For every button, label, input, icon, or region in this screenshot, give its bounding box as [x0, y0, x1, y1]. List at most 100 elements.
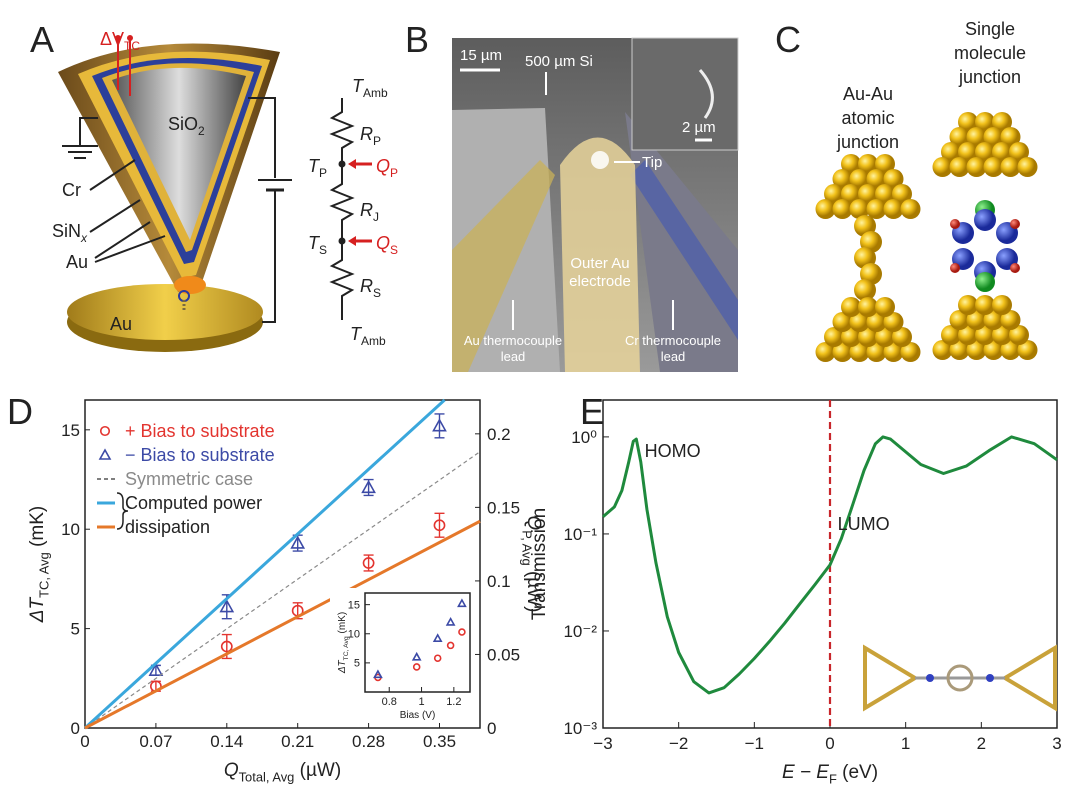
pointer: [95, 236, 165, 262]
label-base: R: [360, 124, 373, 144]
label-base: ΔT: [337, 659, 348, 674]
dv-label: ΔVTC: [100, 29, 140, 53]
pointer: [90, 200, 140, 232]
y2-tick-label: 0.15: [487, 498, 520, 517]
label-line: atomic: [841, 108, 894, 128]
x-tick-label: 1: [901, 734, 910, 753]
x-tick-label: 1: [418, 696, 424, 708]
inset-atom: [926, 674, 934, 682]
tip-label: Tip: [642, 154, 662, 171]
legend-swatch: [100, 450, 110, 459]
scale-label: 15 µm: [460, 47, 502, 64]
y-tick-label: 5: [71, 620, 80, 639]
x-tick-label: 0.21: [281, 732, 314, 751]
label-base: Q: [224, 760, 239, 781]
scale-label: 2 µm: [682, 119, 716, 136]
axis-label: Transmission: [529, 508, 550, 620]
x-tick-label: 0.8: [382, 696, 397, 708]
circuit-label: TAmb: [350, 324, 386, 348]
au-label: Au: [66, 252, 88, 272]
label-line: Single: [965, 19, 1015, 39]
y2-tick-label: 0: [487, 719, 496, 738]
label-line: junction: [836, 132, 899, 152]
atom: [875, 297, 895, 317]
annotation: HOMO: [645, 441, 701, 461]
label-sub: S: [373, 286, 381, 300]
circuit-labels: TAmbRPTPQPRJTSQSRSTAmb: [308, 76, 398, 348]
y-tick-label: 10⁻¹: [563, 525, 597, 544]
legend-label: Computed power: [125, 493, 262, 513]
y-tick-label: 5: [354, 658, 360, 670]
x-tick-label: 0: [825, 734, 834, 753]
x-tick-label: 0.14: [210, 732, 243, 751]
label-base: SiO: [168, 114, 198, 134]
label-line: Au thermocouple: [464, 333, 562, 348]
circuit-label: RS: [360, 276, 381, 300]
y-tick-label: 15: [348, 599, 360, 611]
y2-tick-label: 0.05: [487, 645, 520, 664]
substrate: [67, 284, 263, 340]
x-tick-label: 0.35: [423, 732, 456, 751]
inset-atom: [986, 674, 994, 682]
atom: [1018, 157, 1038, 177]
circuit-label: QP: [376, 156, 398, 180]
x-tick-label: 0.28: [352, 732, 385, 751]
panel-label: E: [580, 391, 604, 432]
label-sub: Total, Avg: [239, 770, 295, 785]
panel-label: D: [7, 391, 33, 432]
label-sub: P: [319, 166, 327, 180]
y-tick-label: 15: [61, 421, 80, 440]
y-tick-label: 0: [71, 719, 80, 738]
heat-arrow: [348, 159, 356, 169]
legend-label: Symmetric case: [125, 469, 253, 489]
x-tick-label: 2: [977, 734, 986, 753]
atom: [950, 219, 960, 229]
node: [339, 161, 346, 168]
tip: [174, 276, 206, 294]
tip: [591, 151, 609, 169]
label-sub: TC, Avg: [343, 636, 350, 660]
circuit-label: TAmb: [352, 76, 388, 100]
label-base: R: [360, 200, 373, 220]
axis-label: Bias (V): [400, 710, 436, 721]
label-sub: Amb: [361, 334, 386, 348]
label-sub: F: [829, 772, 837, 787]
label-unit: (µW): [294, 760, 341, 781]
chart: 00.070.140.210.280.3505101500.050.10.150…: [7, 391, 544, 785]
figure: A ΔVTC SiO2 Cr SiNx Au Au TAmbRPTPQPRJTS…: [0, 0, 1065, 794]
y-tick-label: 10: [61, 520, 80, 539]
label-sub: J: [373, 210, 379, 224]
cr-label: Cr: [62, 180, 81, 200]
axis-label: QTotal, Avg (µW): [224, 760, 341, 785]
label-line: electrode: [569, 273, 631, 290]
error-bar: [434, 513, 444, 537]
atom: [1010, 263, 1020, 273]
panel-c: C Au-Auatomicjunction Singlemoleculejunc…: [775, 19, 1038, 362]
legend-label: + Bias to substrate: [125, 421, 275, 441]
label-sub: P: [390, 166, 398, 180]
label-line: lead: [501, 349, 526, 364]
node: [339, 238, 346, 245]
label-sub: P: [373, 134, 381, 148]
heat-arrow: [348, 236, 356, 246]
x-tick-label: −1: [745, 734, 764, 753]
label-sub: 2: [198, 124, 205, 138]
axis-label: ΔTTC, Avg (mK): [27, 506, 52, 623]
label-base: ΔT: [27, 596, 48, 623]
label-base: Q: [376, 233, 390, 253]
label-line: Au-Au: [843, 84, 893, 104]
y-tick-label: 10⁻²: [563, 622, 597, 641]
au-substrate-label: Au: [110, 314, 132, 334]
sinx-label: SiNx: [52, 221, 88, 245]
panel-label: B: [405, 19, 429, 60]
x-tick-label: 0: [80, 732, 89, 751]
si-label: 500 µm Si: [525, 53, 593, 70]
label-line: Cr thermocouple: [625, 333, 721, 348]
circuit-label: QS: [376, 233, 398, 257]
atom: [975, 272, 995, 292]
